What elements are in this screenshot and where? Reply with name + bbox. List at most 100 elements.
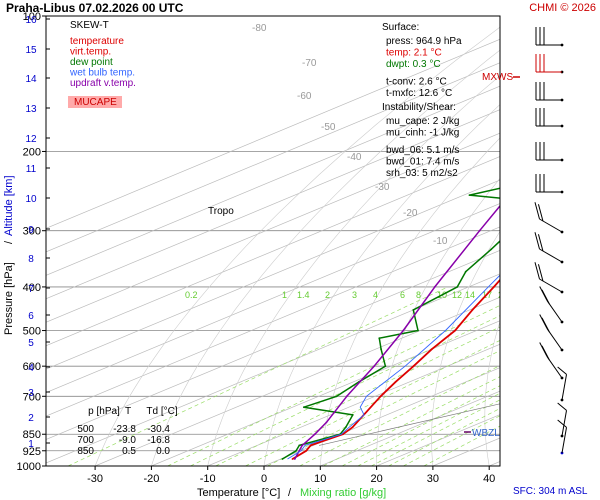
- mixing-ratio-label: 3: [352, 290, 357, 300]
- y-tick-label: 1000: [17, 461, 41, 473]
- wind-barb-flag: [541, 289, 550, 305]
- instability-title: Instability/Shear:: [382, 102, 456, 113]
- wind-barb-flag: [557, 402, 567, 411]
- altitude-tick-label: 10: [25, 194, 37, 205]
- mixing-ratio-label: 1.4: [297, 290, 310, 300]
- x-tick-label: -30: [87, 473, 103, 485]
- data-point: [493, 286, 495, 288]
- isotherm-line: [546, 16, 600, 466]
- altitude-tick-label: 12: [25, 134, 37, 145]
- data-point: [471, 309, 474, 311]
- mixing-ratio-label: 8: [416, 290, 421, 300]
- wind-barb-flag: [534, 232, 540, 250]
- isotherm-line: [151, 320, 500, 466]
- y-tick-label: 300: [23, 226, 41, 238]
- x-tick-label: 0: [261, 473, 267, 485]
- data-point: [351, 414, 354, 416]
- data-point: [301, 444, 304, 447]
- legend-title: SKEW-T: [70, 20, 109, 31]
- mixing-ratio-line: [245, 340, 500, 466]
- isotherm-label: -10: [433, 236, 448, 247]
- credit-link[interactable]: CHMI © 2026: [529, 2, 596, 14]
- wind-barb-flag: [539, 314, 548, 329]
- isotherm-line: [94, 296, 500, 466]
- mucape-badge-label: MUCAPE: [74, 97, 117, 108]
- isotherm-label: -60: [297, 91, 312, 102]
- wind-barb-flag: [534, 262, 540, 280]
- data-point: [468, 194, 471, 197]
- altitude-tick-label: 8: [28, 254, 34, 265]
- isotherm-line: [46, 179, 500, 370]
- series-layer: [281, 94, 597, 460]
- data-point: [384, 365, 387, 368]
- data-point: [281, 458, 284, 460]
- wind-barb-flag: [537, 234, 544, 252]
- surface-row: dwpt: 0.3 °C: [386, 59, 441, 70]
- isotherm-label: -70: [302, 58, 317, 69]
- wind-barb-shaft: [561, 427, 568, 454]
- data-point: [412, 309, 415, 311]
- altitude-tick-label: 9: [28, 225, 34, 236]
- data-point: [590, 94, 592, 96]
- surface-row: press: 964.9 hPa: [386, 36, 462, 47]
- parcel-guide-line: [318, 403, 500, 446]
- isotherm-line: [46, 156, 500, 347]
- data-point: [546, 230, 548, 232]
- instability-row: srh_03: 5 m2/s2: [386, 168, 458, 179]
- table-header: T: [125, 406, 131, 417]
- altitude-tick-label: 2: [28, 413, 34, 424]
- dry-adiabat-line: [376, 177, 500, 466]
- y-tick-label: 600: [23, 361, 41, 373]
- y-tick-label: 925: [23, 446, 41, 458]
- isotherm-line: [46, 62, 500, 253]
- wind-barb-shaft: [561, 374, 568, 401]
- instability-row: mu_cinh: -1 J/kg: [386, 128, 459, 139]
- mixing-ratio-label: 12: [452, 290, 462, 300]
- instability-row: bwd_01: 7.4 m/s: [386, 157, 459, 168]
- wind-barb-flag: [534, 202, 540, 220]
- data-point: [456, 286, 459, 288]
- surface-row: t-conv: 2.6 °C: [386, 77, 447, 88]
- table-cell: -16.8: [147, 435, 170, 446]
- table-cell: -30.4: [147, 424, 170, 435]
- wind-barb-flag: [537, 204, 544, 222]
- y-axis-label: Pressure [hPa]: [3, 262, 15, 335]
- isotherm-label: -20: [403, 208, 418, 219]
- table-cell: 500: [77, 424, 94, 435]
- dry-adiabat-line: [586, 16, 600, 466]
- data-point: [430, 348, 433, 351]
- y-tick-label: 700: [23, 391, 41, 403]
- instability-row: mu_cape: 2 J/kg: [386, 116, 459, 127]
- data-point: [345, 395, 348, 398]
- legend-item: dew point: [70, 57, 113, 68]
- y-tick-label: 850: [23, 429, 41, 441]
- data-point: [478, 229, 481, 232]
- series-line-dew-point: [282, 187, 500, 460]
- legend-item: temperature: [70, 36, 124, 47]
- x-tick-label: 40: [483, 473, 495, 485]
- table-cell: 850: [77, 446, 94, 457]
- data-point: [567, 160, 569, 162]
- table-cell: 0.0: [156, 446, 170, 457]
- isotherm-line: [46, 203, 500, 394]
- wind-barb-shaft: [539, 278, 563, 293]
- data-point: [595, 194, 597, 196]
- data-point: [412, 365, 415, 368]
- dry-adiabat-line: [207, 75, 500, 466]
- mixing-ratio-line: [299, 365, 500, 466]
- wind-barb-shaft: [539, 248, 563, 263]
- mixing-ratio-line: [388, 408, 500, 466]
- x-tick-label: 30: [427, 473, 439, 485]
- mixing-ratio-label: 6: [400, 290, 405, 300]
- data-point: [378, 337, 381, 340]
- altitude-tick-label: 1: [28, 439, 34, 450]
- data-point: [402, 329, 405, 332]
- isotherm-label: -40: [347, 152, 362, 163]
- data-point: [568, 209, 570, 211]
- isotherm-line: [46, 38, 500, 229]
- isotherm-line: [46, 249, 500, 440]
- mixing-ratio-label: 20: [498, 290, 508, 300]
- wind-barb-shaft: [546, 300, 563, 323]
